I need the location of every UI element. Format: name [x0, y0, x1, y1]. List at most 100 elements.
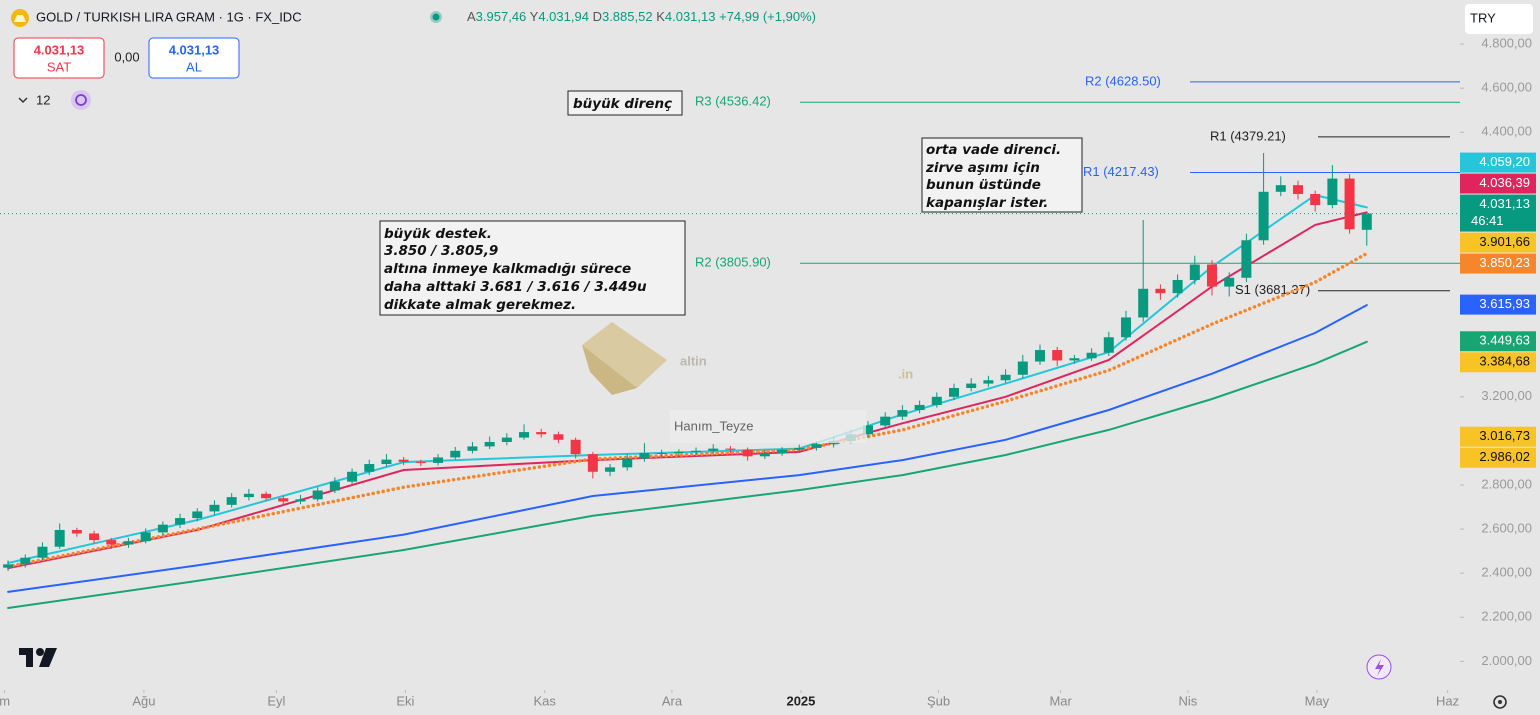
watermark-author: Hanım_Teyze	[674, 418, 753, 433]
x-tick-label: Kas	[533, 693, 556, 708]
candle-body	[1017, 361, 1028, 375]
price-tag	[1460, 331, 1536, 352]
candle-body	[329, 481, 340, 491]
candle-body	[501, 437, 512, 442]
price-tag	[1460, 194, 1536, 232]
sell-price[interactable]: 4.031,13	[34, 42, 85, 57]
sell-button[interactable]	[13, 37, 105, 79]
candle-body	[622, 458, 633, 468]
annotation-text: daha alttaki 3.681 / 3.616 / 3.449u	[384, 279, 647, 295]
candle-body	[398, 459, 409, 462]
candle-body	[966, 383, 977, 388]
tradingview-logo	[19, 648, 57, 667]
level-label: R2 (3805.90)	[695, 255, 771, 270]
y-tick-label: 3.200,00	[1481, 388, 1532, 403]
buy-price[interactable]: 4.031,13	[169, 42, 220, 57]
candle-body	[605, 467, 616, 472]
price-tag-label: 3.901,66	[1479, 234, 1530, 249]
moving-average	[6, 251, 1369, 569]
y-tick-label: 2.000,00	[1481, 653, 1532, 668]
candle-body	[243, 493, 254, 498]
price-tag-label: 4.036,39	[1479, 175, 1530, 190]
candle-body	[484, 441, 495, 447]
candle-body	[381, 459, 392, 465]
price-tag-label: 3.615,93	[1479, 296, 1530, 311]
spread: 0,00	[114, 49, 139, 64]
price-tag-label: 3.016,73	[1479, 428, 1530, 443]
candle-body	[1138, 288, 1149, 318]
candle-body	[467, 446, 478, 451]
candle-body	[691, 450, 702, 452]
annotation-text: zirve aşımı için	[925, 160, 1040, 176]
annotation: orta vade direnci. zirve aşımı için bunu…	[921, 137, 1083, 213]
candle-body	[725, 448, 736, 450]
candle-body	[140, 532, 151, 542]
ohlc-key: Y	[530, 9, 539, 24]
candle-body	[54, 529, 65, 547]
x-tick-label: 2025	[786, 693, 815, 708]
level-label: R1 (4217.43)	[1083, 164, 1159, 179]
watermark-author-box	[670, 410, 866, 443]
candle-body	[433, 457, 444, 463]
candle-body	[1052, 350, 1063, 361]
settings-icon[interactable]	[1498, 700, 1502, 704]
ohlc-change: +74,99 (+1,90%)	[719, 9, 816, 24]
price-tag	[1460, 426, 1536, 447]
candle-body	[794, 447, 805, 450]
x-tick-label: Eyl	[267, 693, 285, 708]
level-label: S1 (3681.37)	[1235, 282, 1310, 297]
candle-body	[983, 380, 994, 384]
candle-body	[656, 453, 667, 455]
ohlc-value: 4.031,13	[665, 9, 716, 24]
ohlc: A3.957,46 Y4.031,94 D3.885,52 K4.031,13 …	[467, 9, 816, 24]
watermark-logo	[582, 345, 637, 395]
ohlc-value: 4.031,94	[538, 9, 589, 24]
price-tag	[1460, 447, 1536, 468]
currency-dropdown[interactable]	[1465, 4, 1533, 34]
logo-part	[36, 648, 44, 656]
currency[interactable]: TRY	[1470, 10, 1496, 25]
price-tag	[1460, 152, 1536, 173]
candle-body	[811, 444, 822, 448]
candle-body	[3, 564, 14, 568]
alert-icon[interactable]	[1375, 659, 1384, 676]
annotation-box	[379, 220, 686, 316]
sell-label[interactable]: SAT	[47, 59, 71, 74]
sync-icon[interactable]	[75, 94, 87, 106]
x-tick-label: Nis	[1179, 693, 1198, 708]
settings-icon[interactable]	[1493, 695, 1507, 709]
ohlc-key: A	[467, 9, 476, 24]
indicators-toggle[interactable]	[18, 97, 28, 104]
candle-body	[1155, 288, 1166, 294]
annotation-text: büyük direnç	[573, 96, 672, 112]
candle-body	[759, 453, 770, 457]
annotation-box	[567, 90, 683, 116]
x-tick-label: May	[1305, 693, 1330, 708]
ohlc-key: D	[593, 9, 602, 24]
annotation-text: dikkate almak gerekmez.	[384, 297, 576, 313]
annotation-text: bunun üstünde	[926, 177, 1041, 193]
buy-button[interactable]	[148, 37, 240, 79]
annotation: büyük direnç	[567, 90, 683, 116]
y-tick-label: 4.600,00	[1481, 80, 1532, 95]
candle-body	[519, 432, 530, 438]
price-tag-label: 4.031,13	[1479, 196, 1530, 211]
candle-body	[1258, 191, 1269, 241]
candle-body	[123, 541, 134, 545]
annotation-text: altına inmeye kalkmadığı sürece	[384, 261, 631, 277]
x-tick-label: Ağu	[132, 693, 155, 708]
candle-body	[931, 396, 942, 405]
candle-body	[1292, 185, 1303, 194]
buy-label[interactable]: AL	[186, 59, 202, 74]
y-tick-label: 4.400,00	[1481, 124, 1532, 139]
price-tag	[1460, 352, 1536, 373]
candle-body	[880, 416, 891, 426]
sync-icon[interactable]	[71, 90, 91, 110]
candle-body	[450, 450, 461, 458]
candle-body	[312, 490, 323, 500]
candle-body	[914, 404, 925, 411]
indicators-count[interactable]: 12	[36, 92, 50, 107]
candle-body	[742, 449, 753, 457]
annotation-box	[921, 137, 1083, 213]
